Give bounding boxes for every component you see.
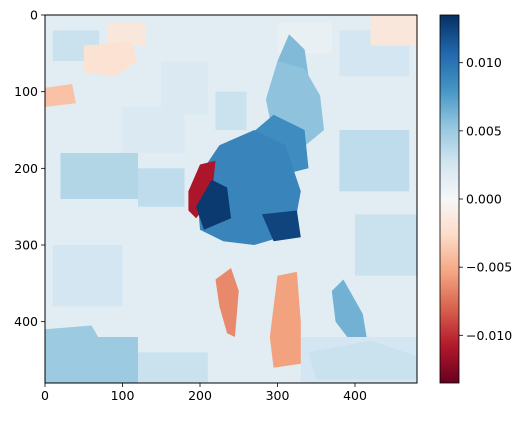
region-background-texture [355, 214, 417, 276]
x-tick-label: 0 [41, 388, 49, 403]
region-background-texture [52, 245, 123, 307]
x-tick-label: 400 [343, 388, 367, 403]
colorbar [439, 14, 460, 384]
colorbar-axis: 0.010 0.005 0.000 −0.005 −0.010 [459, 55, 512, 343]
heatmap-image [45, 15, 417, 383]
region-background-texture [339, 130, 410, 192]
region-background-texture [60, 153, 138, 199]
region-background-texture [138, 168, 185, 207]
region-background-texture [215, 91, 247, 130]
x-tick-label: 300 [266, 388, 290, 403]
region-front-leg-right [269, 271, 301, 368]
y-tick-label: 100 [14, 84, 38, 99]
colorbar-tick-label: 0.005 [466, 123, 502, 138]
colorbar-tick-label: 0.010 [466, 55, 502, 70]
region-back-leg [331, 279, 367, 337]
region-dog-chest-dark [196, 179, 231, 230]
region-background-texture [161, 61, 208, 115]
region-background-texture [122, 107, 185, 153]
region-background-texture [138, 352, 208, 383]
region-dog-back-red [188, 160, 216, 219]
region-dog-belly-dark [262, 210, 301, 242]
region-background-texture [370, 15, 417, 46]
region-ground-left [45, 325, 107, 364]
y-tick-label: 200 [14, 161, 38, 176]
x-axis: 0 100 200 300 400 [41, 383, 367, 403]
plot-frame [44, 14, 418, 384]
y-axis: 0 100 200 300 400 [14, 8, 45, 329]
region-background-texture [107, 22, 146, 46]
region-ground-right [308, 340, 417, 380]
colorbar-tick-label: −0.010 [466, 328, 512, 343]
region-upper-left-patch [83, 41, 138, 77]
y-tick-label: 0 [30, 8, 38, 23]
x-tick-label: 100 [111, 388, 135, 403]
colorbar-tick-label: 0.000 [466, 192, 502, 207]
region-left-edge-patch [45, 84, 76, 107]
x-tick-label: 200 [188, 388, 212, 403]
y-tick-label: 300 [14, 238, 38, 253]
y-tick-label: 400 [14, 314, 38, 329]
region-front-leg-left [215, 268, 239, 337]
colorbar-tick-label: −0.005 [466, 260, 512, 275]
